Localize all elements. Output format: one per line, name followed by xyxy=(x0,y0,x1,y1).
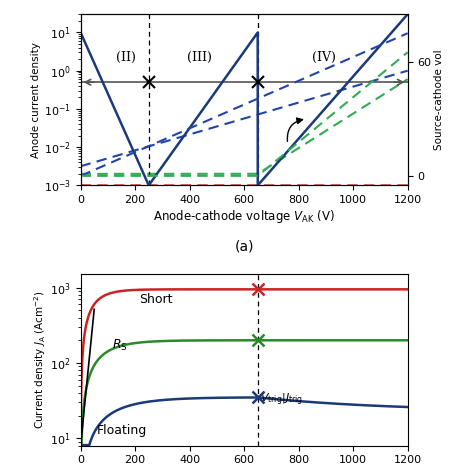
Text: $V_{\mathrm{trig}}|J_{\mathrm{trig}}$: $V_{\mathrm{trig}}|J_{\mathrm{trig}}$ xyxy=(260,392,303,408)
Text: Floating: Floating xyxy=(97,424,147,437)
Text: (III): (III) xyxy=(187,51,212,64)
Text: (a): (a) xyxy=(234,239,254,254)
X-axis label: Anode-cathode voltage $V_{\mathrm{AK}}$ (V): Anode-cathode voltage $V_{\mathrm{AK}}$ … xyxy=(153,208,335,225)
Text: (II): (II) xyxy=(116,51,136,64)
Y-axis label: Source-cathode vol: Source-cathode vol xyxy=(434,49,444,150)
Text: Short: Short xyxy=(139,293,173,306)
Y-axis label: Current density $J_{\mathrm{A}}$ (Acm$^{-2}$): Current density $J_{\mathrm{A}}$ (Acm$^{… xyxy=(32,291,47,429)
Y-axis label: Anode current density: Anode current density xyxy=(31,42,41,158)
Text: $R_{\mathrm{S}}$: $R_{\mathrm{S}}$ xyxy=(112,337,128,353)
Text: (IV): (IV) xyxy=(312,51,336,64)
